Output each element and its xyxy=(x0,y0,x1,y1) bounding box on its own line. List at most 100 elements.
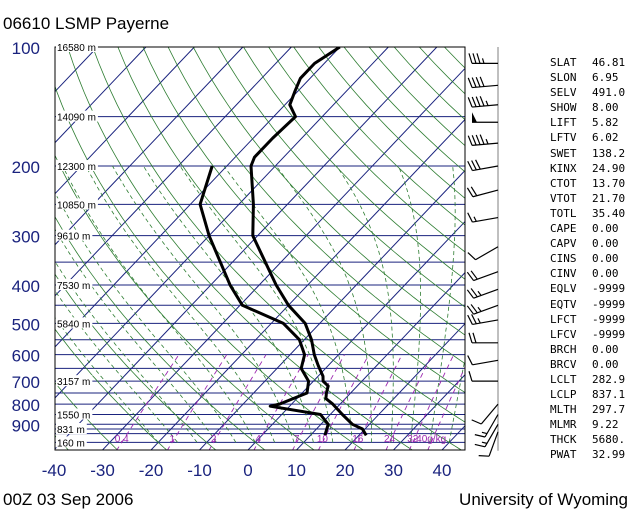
height-label: 831 m xyxy=(57,425,85,436)
mixing-ratio-line xyxy=(166,354,228,450)
wind-full-barb xyxy=(478,455,490,457)
height-label: 16580 m xyxy=(57,43,96,54)
index-key: CTOT xyxy=(550,176,577,190)
index-value: 21.70 xyxy=(592,191,626,205)
height-label: 12300 m xyxy=(57,162,96,173)
wind-barb-staff xyxy=(480,403,499,425)
dry-adiabat xyxy=(55,216,266,450)
pressure-tick-label: 500 xyxy=(12,315,40,334)
dry-adiabat xyxy=(293,47,465,226)
wind-barb xyxy=(468,53,498,64)
height-label: 3157 m xyxy=(57,377,90,388)
height-label: 14090 m xyxy=(57,113,96,124)
wind-barb xyxy=(467,134,499,146)
wind-full-barb xyxy=(470,270,478,280)
mixing-ratio-label: 1 xyxy=(169,434,175,445)
wind-full-barb xyxy=(471,135,477,146)
height-label-bg xyxy=(56,436,87,448)
moist-adiabat xyxy=(179,165,334,443)
index-row: CINS 0.00 xyxy=(550,251,625,266)
index-value: 0.00 xyxy=(592,237,619,251)
index-value: 0.00 xyxy=(592,267,619,281)
mixing-ratio-label: 7 xyxy=(294,434,300,445)
index-row: CINV 0.00 xyxy=(550,266,625,281)
moist-adiabat xyxy=(143,165,314,443)
index-key: PWAT xyxy=(550,448,577,462)
pressure-tick-label: 200 xyxy=(12,158,40,177)
height-label-bg xyxy=(56,279,93,291)
moist-adiabat xyxy=(55,316,159,443)
index-key: LIFT xyxy=(550,116,577,130)
plot-frame xyxy=(54,46,466,451)
data-source: University of Wyoming xyxy=(459,490,628,509)
temperature-tick-label: -40 xyxy=(42,461,67,480)
dry-adiabat xyxy=(55,154,315,450)
mixing-ratio-line xyxy=(292,354,345,450)
index-value: 297.7 xyxy=(592,403,626,417)
index-value: 0.00 xyxy=(592,222,619,236)
wind-full-barb xyxy=(471,77,477,88)
index-key: LFCV xyxy=(550,327,577,341)
index-key: BRCV xyxy=(550,357,577,371)
wind-full-barb xyxy=(466,289,475,299)
wind-full-barb xyxy=(471,314,477,324)
wind-barb xyxy=(478,431,499,457)
index-key: CINV xyxy=(550,267,577,281)
isotherm-line xyxy=(55,47,195,195)
index-row: CAPE 0.00 xyxy=(550,221,625,236)
station-title: 06610 LSMP Payerne xyxy=(3,14,170,33)
isotherm-line xyxy=(55,47,341,348)
index-value: 9.22 xyxy=(592,418,619,432)
index-value: 282.9 xyxy=(592,372,626,386)
height-label: 5840 m xyxy=(57,319,90,330)
moist-adiabat xyxy=(55,260,198,443)
index-row: LIFT 5.82 xyxy=(550,115,625,130)
height-label: 1550 m xyxy=(57,410,90,421)
index-value: 6.95 xyxy=(592,71,619,85)
wind-barb xyxy=(467,212,499,223)
index-value: 35.40 xyxy=(592,206,626,220)
isotherm-line xyxy=(392,374,465,450)
wind-barb xyxy=(466,186,499,198)
index-value: 24.90 xyxy=(592,161,626,175)
dry-adiabat xyxy=(243,47,465,280)
dry-adiabat xyxy=(268,47,465,253)
index-value: 837.1 xyxy=(592,388,626,402)
temperature-tick-label: 40 xyxy=(433,461,452,480)
wind-full-barb xyxy=(475,96,481,107)
index-row: SELV 491.0 xyxy=(550,85,625,100)
wind-full-barb xyxy=(471,160,477,171)
wind-barb xyxy=(467,159,499,172)
index-value: 491.0 xyxy=(592,86,626,100)
mixing-ratio-line xyxy=(116,354,180,450)
wind-barb-staff xyxy=(473,304,499,315)
wind-half-barb xyxy=(477,290,482,296)
moist-adiabat xyxy=(112,165,295,443)
index-key: LCLP xyxy=(550,388,577,402)
index-row: EQLV -9999 xyxy=(550,281,625,296)
index-row: BRCH 0.00 xyxy=(550,342,625,357)
wind-half-barb xyxy=(485,138,489,145)
pressure-tick-label: 300 xyxy=(12,228,40,247)
index-key: EQTV xyxy=(550,297,577,311)
index-key: CAPE xyxy=(550,222,577,236)
wind-half-barb xyxy=(477,306,482,312)
wind-barb xyxy=(467,76,499,89)
wind-half-barb xyxy=(485,100,489,106)
index-value: -9999 xyxy=(592,297,626,311)
index-row: SHOW 8.00 xyxy=(550,100,625,115)
moist-adiabat xyxy=(55,191,237,443)
wind-full-barb xyxy=(468,370,473,382)
wind-barb-staff xyxy=(472,104,499,108)
index-row: LFCT -9999 xyxy=(550,312,625,327)
wind-barb-staff xyxy=(472,189,499,198)
index-value: 0.00 xyxy=(592,342,619,356)
wind-full-barb xyxy=(466,305,475,315)
wind-barb xyxy=(467,355,499,366)
index-key: LFTV xyxy=(550,131,577,145)
mixing-ratio-label: 0.4 xyxy=(115,434,129,445)
isotherm-line xyxy=(55,47,438,450)
index-key: SHOW xyxy=(550,101,577,115)
index-row: PWAT 32.99 xyxy=(550,447,625,462)
height-label-bg xyxy=(56,160,98,172)
